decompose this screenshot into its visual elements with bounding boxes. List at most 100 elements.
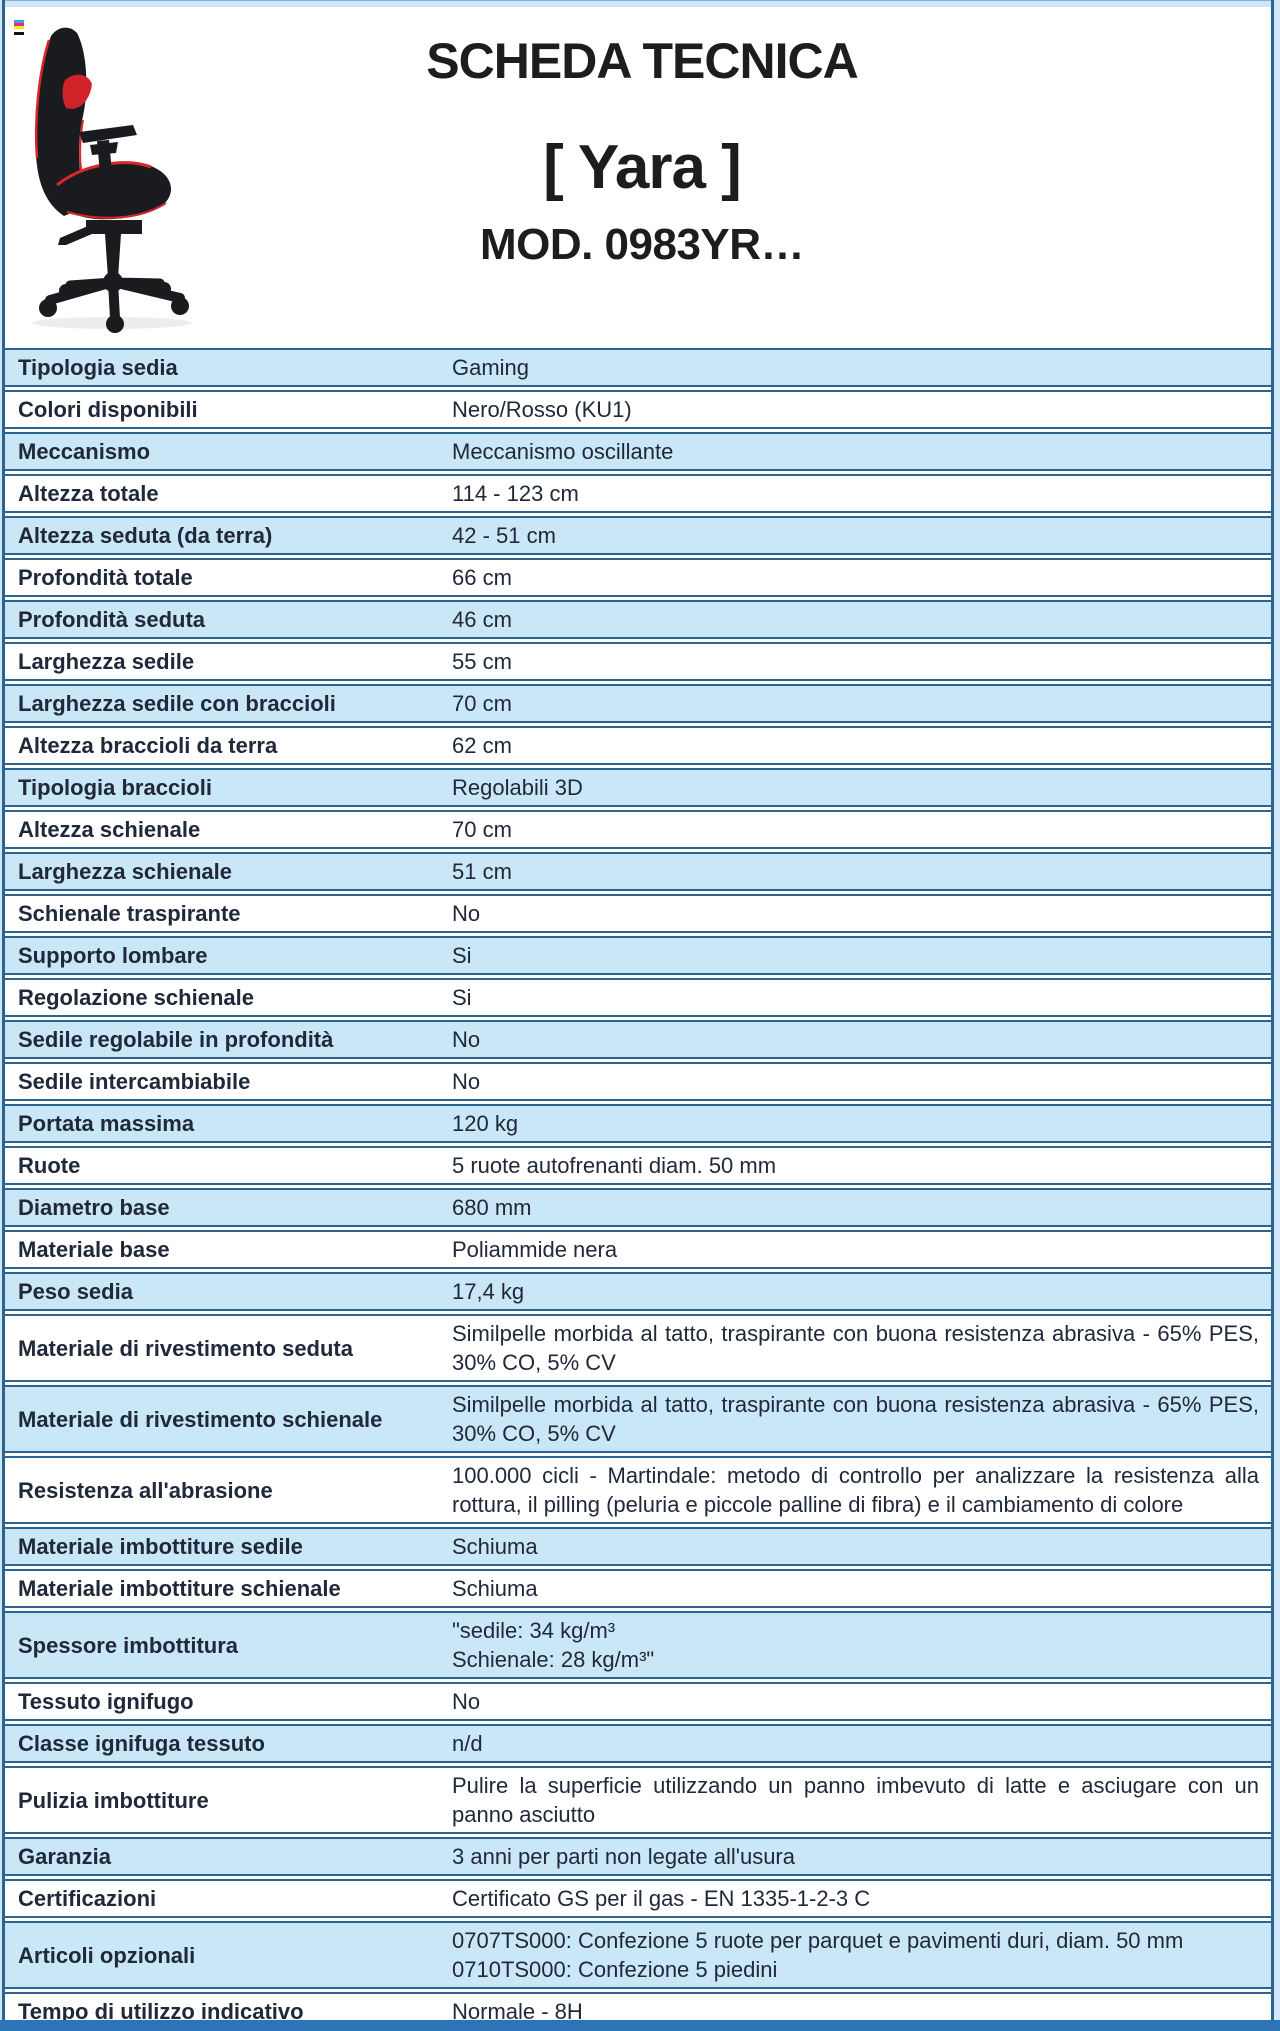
spec-row: Portata massima 120 kg — [5, 1104, 1271, 1143]
page-top-band — [0, 0, 1280, 7]
spec-row: Materiale di rivestimento schienale Simi… — [5, 1385, 1271, 1453]
spec-row: Larghezza sedile con braccioli 70 cm — [5, 684, 1271, 723]
spec-value: Certificato GS per il gas - EN 1335-1-2-… — [452, 1886, 871, 1911]
page-left-band — [0, 0, 2, 2031]
spec-row: Tessuto ignifugo No — [5, 1682, 1271, 1721]
spec-label: Altezza schienale — [18, 817, 201, 842]
spec-row: Regolazione schienale Si — [5, 978, 1271, 1017]
spec-value: 66 cm — [452, 565, 512, 590]
spec-row: Garanzia 3 anni per parti non legate all… — [5, 1837, 1271, 1876]
spec-value: No — [452, 901, 481, 926]
page-title: SCHEDA TECNICA — [426, 33, 858, 89]
spec-label: Spessore imbottitura — [18, 1632, 239, 1658]
spec-label: Materiale base — [18, 1237, 170, 1262]
spec-row: Sedile regolabile in profondità No — [5, 1020, 1271, 1059]
spec-value: 62 cm — [452, 733, 512, 758]
spec-row: Pulizia imbottiture Pulire la superficie… — [5, 1766, 1271, 1834]
spec-value: Similpelle morbida al tatto, traspirante… — [452, 1321, 1259, 1375]
spec-value: Poliammide nera — [452, 1237, 618, 1262]
spec-label: Sedile regolabile in profondità — [18, 1027, 334, 1052]
spec-row: Articoli opzionali 0707TS000: Confezione… — [5, 1921, 1271, 1989]
spec-row: Materiale imbottiture sedile Schiuma — [5, 1527, 1271, 1566]
spec-value: 5 ruote autofrenanti diam. 50 mm — [452, 1153, 777, 1178]
spec-value: 70 cm — [452, 817, 512, 842]
page-right-band — [1274, 0, 1280, 2031]
spec-row: Materiale di rivestimento seduta Similpe… — [5, 1314, 1271, 1382]
spec-label: Articoli opzionali — [18, 1942, 196, 1968]
print-marks-icon — [14, 20, 24, 35]
spec-value: Regolabili 3D — [452, 775, 583, 800]
spec-value: Similpelle morbida al tatto, traspirante… — [452, 1392, 1259, 1446]
spec-value: Schiuma — [452, 1534, 538, 1559]
page-bottom-bar — [0, 2020, 1280, 2031]
spec-label: Schienale traspirante — [18, 901, 241, 926]
spec-label: Ruote — [18, 1153, 81, 1178]
spec-value: n/d — [452, 1731, 483, 1756]
model-code: MOD. 0983YR… — [479, 220, 805, 269]
spec-label: Tipologia sedia — [18, 355, 178, 380]
spec-label: Larghezza sedile con braccioli — [18, 691, 336, 716]
spec-value: No — [452, 1689, 481, 1714]
spec-value: Si — [452, 943, 472, 968]
spec-row: Diametro base 680 mm — [5, 1188, 1271, 1227]
spec-label: Larghezza schienale — [18, 859, 232, 884]
spec-label: Classe ignifuga tessuto — [18, 1731, 265, 1756]
spec-value: 120 kg — [452, 1111, 519, 1136]
spec-label: Materiale imbottiture schienale — [18, 1576, 341, 1601]
spec-row: Certificazioni Certificato GS per il gas… — [5, 1879, 1271, 1918]
spec-label: Portata massima — [18, 1111, 195, 1136]
spec-value: Gaming — [452, 355, 530, 380]
spec-row: Larghezza schienale 51 cm — [5, 852, 1271, 891]
spec-label: Tipologia braccioli — [18, 775, 212, 800]
spec-row: Sedile intercambiabile No — [5, 1062, 1271, 1101]
spec-value: No — [452, 1027, 481, 1052]
spec-label: Materiale di rivestimento seduta — [18, 1335, 353, 1361]
spec-label: Larghezza sedile — [18, 649, 195, 674]
spec-value: Pulire la superficie utilizzando un pann… — [452, 1773, 1259, 1827]
spec-value: 55 cm — [452, 649, 512, 674]
spec-row: Altezza schienale 70 cm — [5, 810, 1271, 849]
spec-value: 70 cm — [452, 691, 512, 716]
spec-value: Nero/Rosso (KU1) — [452, 397, 632, 422]
spec-value: 51 cm — [452, 859, 512, 884]
spec-label: Supporto lombare — [18, 943, 208, 968]
spec-label: Altezza braccioli da terra — [18, 733, 278, 758]
spec-label: Altezza totale — [18, 481, 159, 506]
spec-value: Meccanismo oscillante — [452, 439, 674, 464]
spec-value: "sedile: 34 kg/m³ Schienale: 28 kg/m³" — [452, 1618, 655, 1672]
spec-value: 100.000 cicli - Martindale: metodo di co… — [452, 1463, 1259, 1517]
spec-label: Profondità seduta — [18, 607, 206, 632]
spec-table: Tipologia sedia Gaming Colori disponibil… — [5, 348, 1271, 2031]
spec-label: Peso sedia — [18, 1279, 133, 1304]
spec-row: Altezza seduta (da terra) 42 - 51 cm — [5, 516, 1271, 555]
spec-row: Spessore imbottitura "sedile: 34 kg/m³ S… — [5, 1611, 1271, 1679]
spec-label: Certificazioni — [18, 1886, 157, 1911]
spec-row: Altezza totale 114 - 123 cm — [5, 474, 1271, 513]
spec-label: Garanzia — [18, 1844, 111, 1869]
spec-label: Materiale imbottiture sedile — [18, 1534, 303, 1559]
spec-row: Tipologia braccioli Regolabili 3D — [5, 768, 1271, 807]
spec-row: Schienale traspirante No — [5, 894, 1271, 933]
spec-row: Resistenza all'abrasione 100.000 cicli -… — [5, 1456, 1271, 1524]
spec-label: Pulizia imbottiture — [18, 1787, 209, 1813]
black-stripe — [14, 32, 24, 35]
spec-value: 3 anni per parti non legate all'usura — [452, 1844, 795, 1869]
datasheet-header: SCHEDA TECNICA [ Yara ] MOD. 0983YR… — [0, 8, 1280, 348]
spec-row: Larghezza sedile 55 cm — [5, 642, 1271, 681]
spec-value: 114 - 123 cm — [452, 481, 579, 506]
spec-row: Altezza braccioli da terra 62 cm — [5, 726, 1271, 765]
yellow-stripe — [14, 26, 24, 29]
spec-row: Materiale base Poliammide nera — [5, 1230, 1271, 1269]
spec-value: 46 cm — [452, 607, 512, 632]
spec-value: 42 - 51 cm — [452, 523, 556, 548]
spec-row: Meccanismo Meccanismo oscillante — [5, 432, 1271, 471]
spec-label: Diametro base — [18, 1195, 170, 1220]
spec-label: Meccanismo — [18, 439, 151, 464]
spec-value: 17,4 kg — [452, 1279, 525, 1304]
spec-row: Materiale imbottiture schienale Schiuma — [5, 1569, 1271, 1608]
spec-label: Resistenza all'abrasione — [18, 1477, 273, 1503]
spec-row: Tipologia sedia Gaming — [5, 348, 1271, 387]
spec-row: Profondità totale 66 cm — [5, 558, 1271, 597]
spec-row: Profondità seduta 46 cm — [5, 600, 1271, 639]
